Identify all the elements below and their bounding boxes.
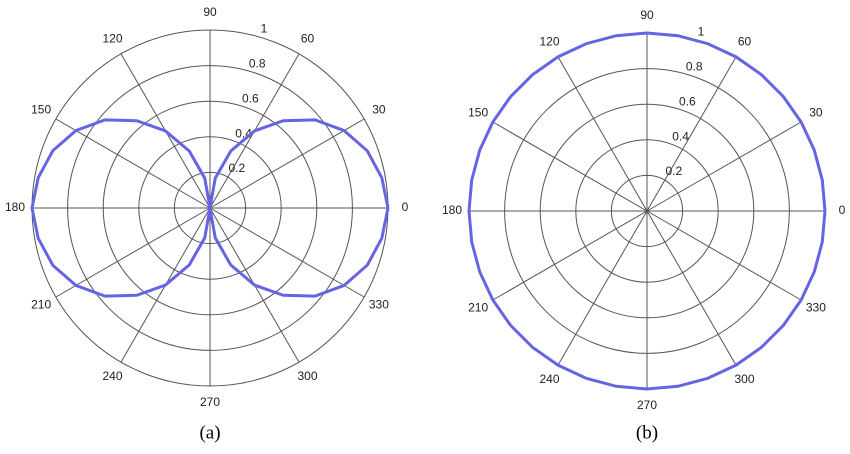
caption: (b) [636,422,658,443]
angle-tick-label: 210 [31,298,51,312]
angle-tick-label: 240 [102,369,122,383]
angle-tick-label: 180 [5,200,25,214]
radius-grid-circle [610,174,684,248]
angle-grid-line [209,118,365,209]
angle-tick-label: 30 [372,103,386,117]
radius-tick-label: 0.2 [228,161,245,175]
angle-grid-line [557,210,648,366]
angle-grid-line [646,56,737,212]
caption: (a) [199,422,220,443]
radius-grid-circle [173,171,247,245]
angle-tick-label: 330 [369,298,389,312]
radius-tick-label: 0.8 [686,59,703,73]
radius-tick-label: 0.6 [679,94,696,108]
angle-grid-line [557,56,648,212]
angle-tick-label: 210 [468,301,488,315]
angle-grid-line [55,118,211,209]
angle-grid-line [646,210,802,301]
radius-tick-label: 0.2 [665,164,682,178]
angle-tick-label: 150 [468,106,488,120]
angle-tick-label: 330 [806,301,826,315]
radius-tick-label: 0.6 [242,91,259,105]
angle-tick-label: 270 [637,398,657,412]
polar-chart: 03060901201501802102402703003300.20.40.6… [5,5,409,443]
angle-grid-line [492,121,648,212]
radius-tick-label: 1 [698,24,705,38]
angle-tick-label: 180 [442,203,462,217]
radius-grid-circle [575,139,719,283]
angle-tick-label: 30 [809,106,823,120]
angle-tick-label: 60 [738,34,752,48]
radius-grid-circle [138,136,282,280]
angle-tick-label: 300 [734,372,754,386]
angle-grid-line [55,207,211,298]
angle-tick-label: 0 [839,203,846,217]
angle-tick-label: 90 [640,8,654,22]
angle-grid-line [492,210,648,301]
angle-tick-label: 0 [402,200,409,214]
radius-tick-label: 0.4 [672,129,689,143]
angle-grid-line [646,210,737,366]
radius-tick-label: 0.8 [249,56,266,70]
polar-curve [30,118,390,298]
angle-tick-label: 60 [301,31,315,45]
angle-tick-label: 150 [31,103,51,117]
angle-tick-label: 120 [102,31,122,45]
angle-tick-label: 90 [203,5,217,19]
angle-tick-label: 120 [539,34,559,48]
angle-grid-line [646,121,802,212]
angle-tick-label: 240 [539,372,559,386]
radius-grid-circle [504,68,790,354]
polar-curve [467,31,827,391]
radius-tick-label: 1 [261,21,268,35]
angle-tick-label: 300 [297,369,317,383]
polar-chart: 0 30 60 90 120 150 180 210 240 270 300 330 0.2 0.4 0.6… [442,8,846,443]
angle-grid-line [209,207,365,298]
angle-tick-label: 270 [200,395,220,409]
radius-grid-circle [102,100,318,316]
radius-grid-circle [539,103,755,319]
radius-grid-circle [67,65,353,351]
